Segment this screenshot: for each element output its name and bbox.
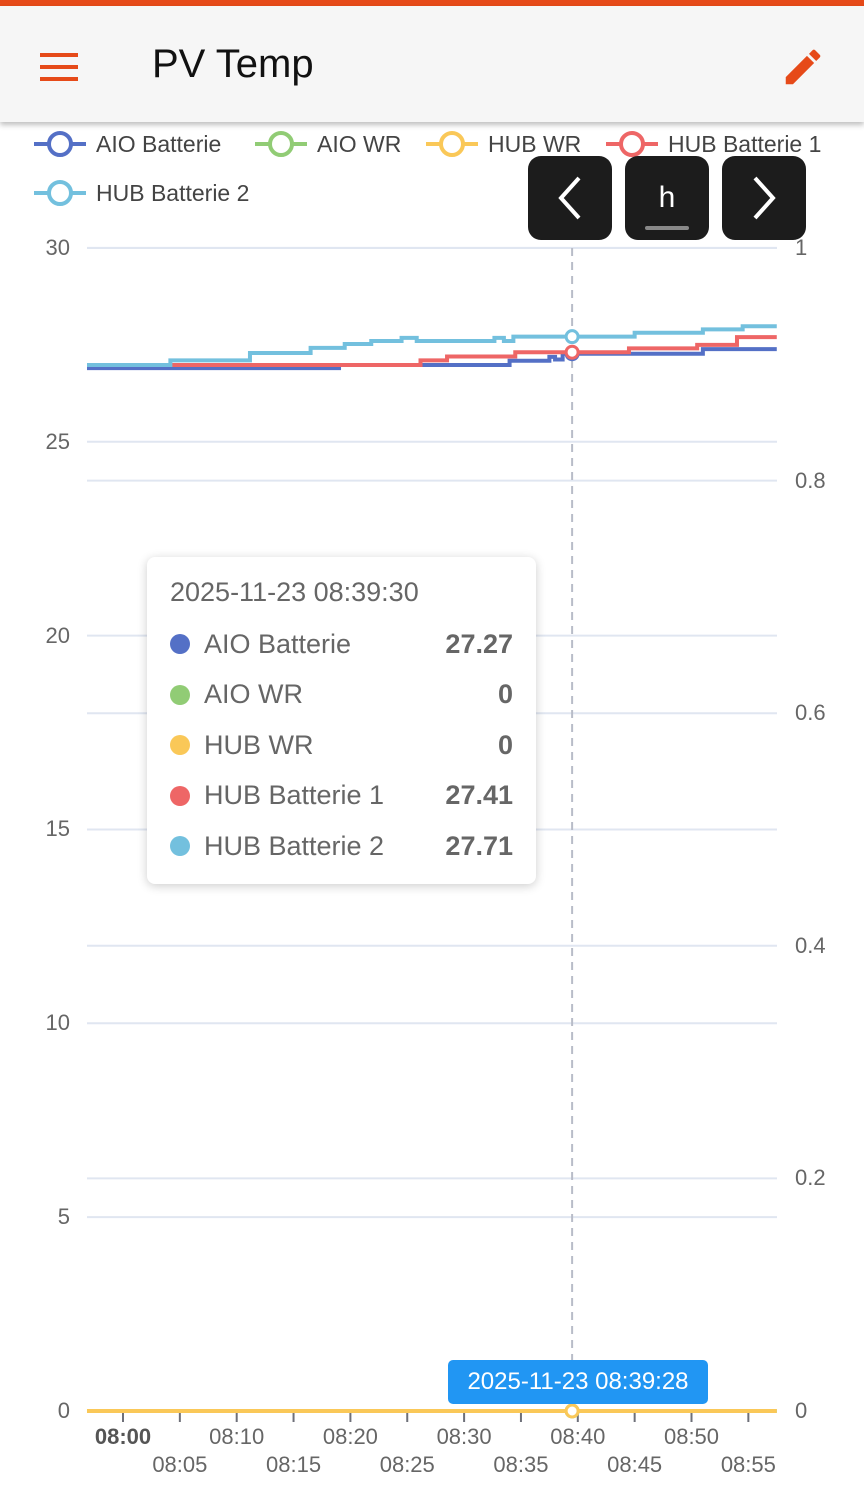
series-dot-icon [170, 785, 190, 806]
axis-pointer-label: 2025-11-23 08:39:28 [448, 1360, 708, 1404]
legend-line-circle-icon [606, 131, 658, 157]
legend-item[interactable]: AIO Batterie [34, 129, 221, 159]
tooltip-series-name: HUB Batterie 1 [204, 780, 385, 810]
series-marker [564, 346, 580, 362]
tooltip-row: HUB Batterie 2 27.71 [170, 826, 513, 866]
y-left-tick-label: 15 [45, 816, 70, 842]
legend-line-circle-icon [426, 131, 478, 157]
next-period-button[interactable] [722, 156, 806, 240]
x-tick-label: 08:25 [379, 1452, 435, 1477]
status-accent-bar [0, 0, 864, 6]
y-right-tick-label: 0 [795, 1398, 808, 1423]
chart-tooltip: 2025-11-23 08:39:30 AIO Batterie 27.27 AIO… [147, 557, 536, 884]
tooltip-series-value: 27.71 [445, 830, 513, 861]
series-dot-icon [170, 735, 190, 755]
legend-item[interactable]: AIO WR [255, 129, 401, 159]
x-tick-label: 08:05 [152, 1452, 208, 1477]
x-tick-label: 08:15 [266, 1452, 322, 1477]
tooltip-row: HUB WR 0 [170, 725, 513, 765]
y-left-tick-label: 0 [57, 1398, 70, 1423]
legend-line-circle-icon [255, 131, 307, 157]
chevron-right-icon [753, 176, 776, 220]
y-right-tick-label: 0.4 [795, 932, 826, 958]
legend-label: HUB Batterie 1 [668, 131, 822, 157]
previous-period-button[interactable] [528, 156, 612, 240]
x-tick-label: 08:35 [493, 1452, 549, 1477]
tooltip-series-value: 27.41 [445, 780, 513, 810]
tooltip-series-name: HUB Batterie 2 [204, 830, 385, 861]
legend-label: HUB WR [488, 131, 582, 157]
series-marker [564, 344, 580, 360]
series-line-hub-batterie-1 [170, 335, 777, 367]
series-line-aio-batterie [86, 347, 777, 371]
y-left-tick-label: 25 [45, 428, 70, 454]
page-title: PV Temp [152, 42, 314, 86]
y-left-tick-label: 10 [45, 1010, 70, 1036]
series-marker [564, 1403, 580, 1419]
tooltip-series-name: AIO WR [204, 679, 303, 709]
tooltip-series-value: 0 [497, 679, 513, 709]
legend-label: HUB Batterie 2 [96, 180, 250, 206]
y-right-tick-label: 0.6 [795, 700, 826, 726]
legend-item[interactable]: HUB Batterie 2 [34, 178, 249, 208]
y-right-tick-label: 0.8 [795, 467, 826, 493]
y-left-tick-label: 30 [45, 234, 70, 260]
tooltip-series-name: AIO Batterie [204, 628, 352, 659]
tooltip-series-value: 0 [497, 729, 513, 760]
tooltip-date: 2025-11-23 08:39:30 [170, 577, 419, 607]
y-right-tick-label: 1 [795, 235, 808, 260]
period-label: h [658, 181, 676, 214]
x-tick-label: 08:50 [663, 1424, 720, 1449]
y-left-tick-label: 5 [57, 1204, 70, 1230]
chevron-left-icon [558, 176, 581, 220]
legend-line-circle-icon [34, 180, 86, 206]
tooltip-row: AIO WR 0 [170, 675, 513, 715]
tooltip-row: HUB Batterie 1 27.41 [170, 776, 513, 816]
x-tick-label: 08:40 [550, 1424, 606, 1449]
legend-line-circle-icon [34, 131, 86, 157]
tooltip-row: AIO Batterie 27.27 [170, 624, 513, 664]
period-button[interactable]: h [625, 156, 709, 240]
pencil-icon[interactable] [780, 44, 826, 90]
series-marker [564, 1403, 580, 1419]
y-right-tick-label: 0.2 [795, 1165, 826, 1191]
hamburger-icon[interactable] [40, 53, 78, 81]
legend-item[interactable]: HUB Batterie 1 [606, 129, 821, 159]
x-tick-label: 08:30 [436, 1424, 492, 1449]
series-marker [564, 329, 580, 345]
series-line-hub-batterie-2 [86, 324, 777, 367]
legend-label: AIO WR [317, 131, 402, 157]
period-underline [645, 226, 689, 230]
tooltip-series-value: 27.27 [445, 628, 513, 659]
tooltip-series-name: HUB WR [204, 729, 314, 760]
app-header: PV Temp [0, 6, 864, 122]
series-dot-icon [170, 836, 190, 856]
x-tick-label: 08:00 [94, 1424, 152, 1449]
legend-item[interactable]: HUB WR [426, 129, 581, 159]
series-dot-icon [170, 684, 190, 705]
y-left-tick-label: 20 [45, 622, 70, 648]
x-tick-label: 08:20 [322, 1424, 378, 1449]
legend-label: AIO Batterie [96, 131, 222, 157]
series-dot-icon [170, 634, 190, 654]
x-tick-label: 08:55 [720, 1452, 776, 1477]
x-tick-label: 08:10 [209, 1424, 265, 1449]
x-tick-label: 08:45 [607, 1452, 663, 1477]
